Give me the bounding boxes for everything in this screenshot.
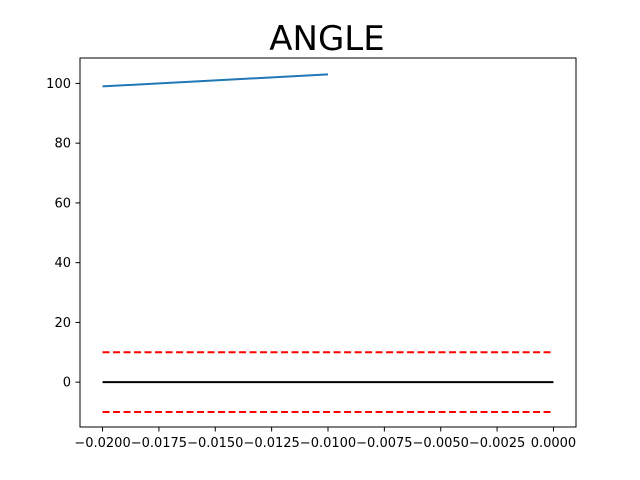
x-tick-label: −0.0025	[469, 436, 525, 451]
x-tick-label: −0.0050	[413, 436, 469, 451]
x-tick-label: −0.0175	[131, 436, 187, 451]
y-tick-label: 20	[54, 316, 71, 331]
chart-title: ANGLE	[269, 19, 384, 59]
x-tick-label: 0.0000	[531, 436, 577, 451]
x-tick-label: −0.0125	[243, 436, 299, 451]
y-tick-label: 60	[54, 196, 71, 211]
x-tick-label: −0.0200	[74, 436, 130, 451]
series-line-0	[102, 73, 329, 88]
y-tick-label: 100	[46, 77, 71, 92]
series-layer	[102, 73, 554, 414]
x-tick-label: −0.0075	[356, 436, 412, 451]
plot-frame	[79, 57, 577, 428]
y-tick-label: 80	[54, 137, 71, 152]
x-tick-label: −0.0150	[187, 436, 243, 451]
axes-layer: −0.0200 −0.0175 −0.0150 −0.0125 −0.0100 −0.00…	[46, 57, 577, 451]
y-tick-label: 40	[54, 256, 71, 271]
x-tick-label: −0.0100	[300, 436, 356, 451]
y-tick-label: 0	[63, 376, 71, 391]
